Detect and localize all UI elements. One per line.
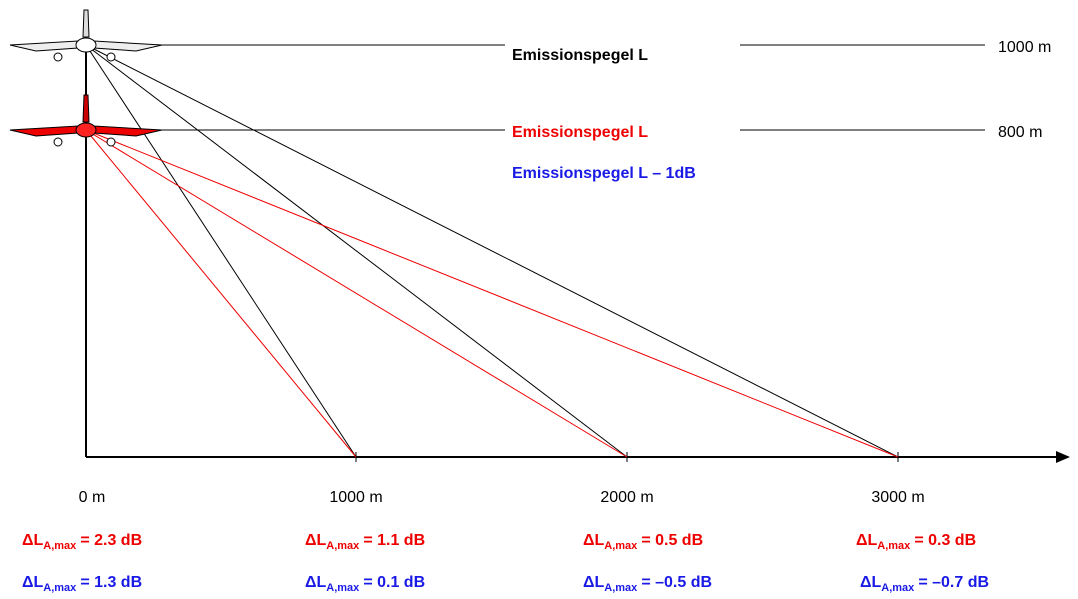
delta-label: ΔLA,max = –0.7 dB (860, 574, 989, 594)
altitude-label: 1000 m (998, 39, 1051, 56)
delta-subscript: A,max (326, 540, 360, 552)
delta-subscript: A,max (604, 540, 638, 552)
delta-value: = 2.3 dB (80, 532, 142, 549)
delta-symbol: ΔL (856, 532, 878, 549)
delta-label: ΔLA,max = 0.1 dB (305, 574, 425, 594)
delta-label: ΔLA,max = 2.3 dB (22, 532, 142, 552)
delta-subscript: A,max (881, 582, 915, 594)
x-arrow (1056, 451, 1070, 463)
delta-subscript: A,max (43, 540, 77, 552)
delta-label: ΔLA,max = 1.1 dB (305, 532, 425, 552)
x-label: 2000 m (600, 489, 653, 506)
delta-value: = 1.1 dB (363, 532, 425, 549)
delta-value: = –0.5 dB (641, 574, 712, 591)
ray (85, 44, 628, 458)
ray (85, 129, 628, 458)
emission-label: Emissionspegel L (512, 124, 648, 141)
delta-subscript: A,max (43, 582, 77, 594)
delta-subscript: A,max (326, 582, 360, 594)
ray (85, 44, 357, 458)
delta-value: = –0.7 dB (918, 574, 989, 591)
delta-symbol: ΔL (583, 574, 605, 591)
emission-label: Emissionspegel L – 1dB (512, 165, 696, 182)
delta-value: = 0.1 dB (363, 574, 425, 591)
emission-label: Emissionspegel L (512, 47, 648, 64)
plane-red (9, 94, 163, 147)
delta-symbol: ΔL (583, 532, 605, 549)
delta-value: = 0.5 dB (641, 532, 703, 549)
geometry (85, 40, 1070, 463)
delta-value: = 0.3 dB (914, 532, 976, 549)
delta-symbol: ΔL (22, 574, 44, 591)
delta-label: ΔLA,max = 0.3 dB (856, 532, 976, 552)
delta-symbol: ΔL (305, 574, 327, 591)
delta-label: ΔLA,max = 0.5 dB (583, 532, 703, 552)
delta-value: = 1.3 dB (80, 574, 142, 591)
delta-symbol: ΔL (22, 532, 44, 549)
ray (85, 44, 899, 458)
delta-label: ΔLA,max = 1.3 dB (22, 574, 142, 594)
x-label: 1000 m (329, 489, 382, 506)
delta-symbol: ΔL (860, 574, 882, 591)
x-label: 3000 m (871, 489, 924, 506)
delta-label: ΔLA,max = –0.5 dB (583, 574, 712, 594)
plane-white (9, 9, 163, 62)
ray (85, 129, 899, 458)
delta-subscript: A,max (604, 582, 638, 594)
delta-subscript: A,max (877, 540, 911, 552)
ray (85, 129, 357, 458)
x-label: 0 m (79, 489, 106, 506)
altitude-label: 800 m (998, 124, 1042, 141)
delta-symbol: ΔL (305, 532, 327, 549)
